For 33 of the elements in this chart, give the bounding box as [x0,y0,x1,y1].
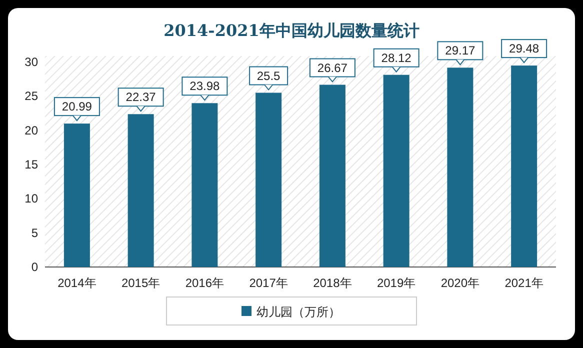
data-label: 20.99 [62,100,92,114]
data-label: 29.48 [509,42,540,56]
chart-title: 2014-2021年中国幼儿园数量统计 [164,21,420,40]
data-label: 25.5 [256,68,281,83]
y-tick-label: 15 [24,158,38,172]
bar [128,114,154,267]
bar [319,84,346,267]
y-tick-label: 20 [24,123,38,138]
y-tick-label: 30 [24,55,38,69]
data-label: 23.98 [190,79,220,94]
x-tick-label: 2017年 [249,276,288,290]
bar [192,103,218,267]
x-tick-label: 2020年 [440,276,480,290]
data-label: 22.37 [126,90,156,104]
y-tick-label: 5 [31,226,38,240]
y-tick-label: 0 [31,260,38,274]
data-label: 26.67 [317,60,348,75]
y-tick-label: 25 [24,89,38,104]
data-label: 29.17 [445,44,476,58]
bar [447,68,474,267]
x-tick-label: 2021年 [504,276,544,290]
bar [256,92,282,267]
x-tick-label: 2014年 [58,276,96,290]
x-tick-label: 2018年 [313,276,352,290]
x-tick-label: 2015年 [121,276,160,290]
x-tick-label: 2019年 [376,276,416,290]
bar [64,124,90,267]
bar [511,66,538,267]
data-label: 28.12 [381,50,412,65]
bar [383,74,410,267]
legend-label: 幼儿园（万所） [256,305,340,319]
x-tick-label: 2016年 [185,276,224,290]
y-tick-label: 10 [24,192,38,206]
